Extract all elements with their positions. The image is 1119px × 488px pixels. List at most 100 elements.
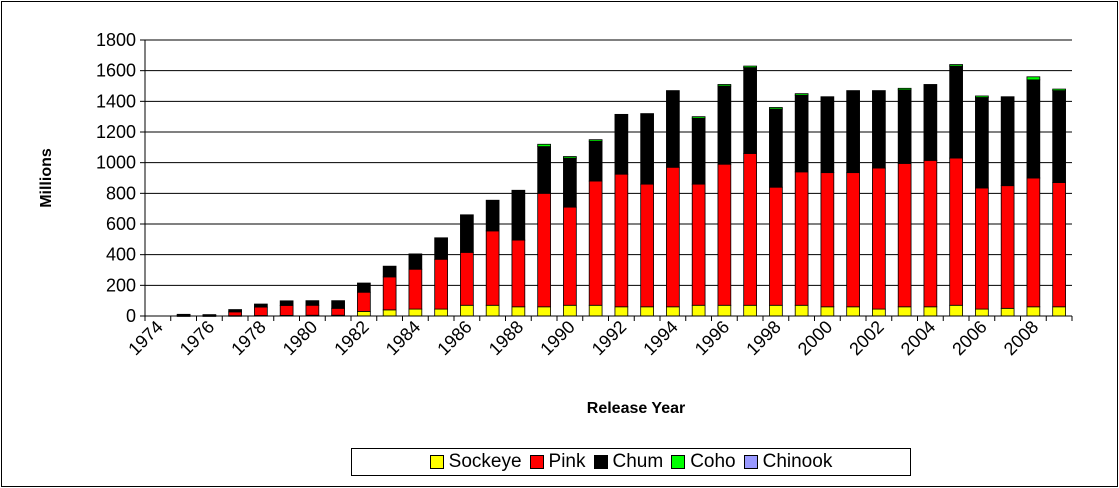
bar-chum-1978 bbox=[254, 303, 268, 308]
bar-pink-2000 bbox=[820, 172, 835, 308]
bar-pink-1987 bbox=[485, 230, 500, 306]
gridlines bbox=[140, 39, 1072, 317]
bar-sockeye-1997 bbox=[743, 304, 757, 317]
bar-chum-1994 bbox=[666, 90, 680, 168]
bar-chum-1998 bbox=[769, 108, 783, 188]
bar-coho-2008 bbox=[1026, 76, 1041, 81]
bar-sockeye-1985 bbox=[434, 308, 448, 317]
bar-pink-1991 bbox=[588, 180, 603, 306]
bar-pink-1985 bbox=[434, 258, 448, 310]
y-tick-label: 1800 bbox=[96, 30, 136, 50]
bar-coho-1995 bbox=[691, 116, 706, 119]
bar-sockeye-1994 bbox=[666, 306, 680, 317]
bar-chum-2003 bbox=[897, 89, 912, 164]
legend-label: Pink bbox=[548, 451, 586, 472]
bar-chum-1988 bbox=[511, 189, 526, 241]
bar-chum-1991 bbox=[588, 140, 603, 182]
bar-coho-1997 bbox=[743, 65, 757, 68]
bar-chum-2009 bbox=[1052, 90, 1066, 183]
bar-pink-1979 bbox=[279, 305, 294, 316]
bar-chum-2006 bbox=[975, 97, 989, 189]
bar-pink-2009 bbox=[1052, 182, 1066, 308]
bar-pink-1978 bbox=[254, 306, 268, 316]
bar-pink-1997 bbox=[743, 153, 757, 306]
x-tick-label: 2002 bbox=[845, 317, 887, 359]
y-tick-label: 400 bbox=[106, 245, 136, 265]
legend-item-chinook: Chinook bbox=[743, 451, 832, 473]
bar-coho-1999 bbox=[794, 93, 809, 96]
bar-chum-1981 bbox=[331, 300, 345, 309]
bar-sockeye-1996 bbox=[717, 304, 732, 317]
y-tick-label: 200 bbox=[106, 275, 136, 295]
bar-pink-1994 bbox=[666, 166, 680, 308]
bar-coho-2005 bbox=[949, 64, 963, 67]
bar-pink-2006 bbox=[975, 187, 989, 310]
bar-pink-2001 bbox=[846, 172, 860, 308]
bar-coho-2009 bbox=[1052, 88, 1066, 91]
bar-pink-2002 bbox=[872, 167, 886, 310]
bar-pink-1996 bbox=[717, 163, 732, 306]
bar-chum-2005 bbox=[949, 65, 963, 159]
x-tick-labels: 1974 1976 1978 1980 1982 1984 1986 1988 1990 1992… bbox=[124, 317, 1042, 359]
bar-sockeye-1993 bbox=[640, 306, 654, 317]
x-tick-label: 1992 bbox=[588, 317, 630, 359]
legend-item-pink: Pink bbox=[529, 451, 586, 473]
bar-chum-2007 bbox=[1000, 96, 1015, 187]
bar-pink-1984 bbox=[408, 268, 423, 310]
legend-label: Chum bbox=[612, 451, 664, 472]
legend-swatch-chum bbox=[593, 455, 608, 469]
bar-sockeye-2002 bbox=[872, 308, 886, 317]
x-tick-label: 1982 bbox=[330, 317, 372, 359]
bar-pink-2008 bbox=[1026, 177, 1041, 308]
bar-coho-2003 bbox=[897, 87, 912, 91]
bar-chum-1997 bbox=[743, 67, 757, 154]
bar-chum-1993 bbox=[640, 113, 654, 185]
bar-chum-2002 bbox=[872, 90, 886, 169]
bar-sockeye-1983 bbox=[382, 309, 397, 317]
y-tick-label: 1000 bbox=[96, 153, 136, 173]
bar-chum-2004 bbox=[923, 84, 938, 161]
x-tick-label: 1996 bbox=[691, 317, 733, 359]
bar-sockeye-2007 bbox=[1000, 307, 1015, 317]
bar-sockeye-1998 bbox=[769, 304, 783, 317]
x-tick-label: 1988 bbox=[485, 317, 527, 359]
bar-sockeye-2000 bbox=[820, 306, 835, 317]
y-tick-label: 1600 bbox=[96, 61, 136, 81]
bar-chum-1980 bbox=[305, 300, 320, 306]
legend-swatch-sockeye bbox=[429, 455, 444, 469]
bar-pink-1986 bbox=[460, 251, 474, 306]
bar-chum-2008 bbox=[1026, 79, 1041, 179]
legend-label: Coho bbox=[690, 451, 736, 472]
bar-coho-1990 bbox=[563, 156, 577, 159]
bar-sockeye-2003 bbox=[897, 306, 912, 317]
x-tick-label: 1976 bbox=[176, 317, 218, 359]
bar-pink-2007 bbox=[1000, 185, 1015, 309]
bar-pink-1993 bbox=[640, 183, 654, 308]
bar-pink-2003 bbox=[897, 163, 912, 308]
bar-sockeye-1990 bbox=[563, 304, 577, 317]
bar-sockeye-1995 bbox=[691, 304, 706, 317]
bar-pink-2005 bbox=[949, 157, 963, 306]
bar-chum-1984 bbox=[408, 253, 423, 270]
bar-coho-1989 bbox=[537, 143, 551, 147]
x-tick-label: 2006 bbox=[948, 317, 990, 359]
bar-chum-1975 bbox=[176, 313, 191, 316]
y-tick-label: 800 bbox=[106, 183, 136, 203]
x-tick-label: 1994 bbox=[639, 317, 681, 359]
legend-swatch-coho bbox=[671, 455, 686, 469]
bar-chum-2000 bbox=[820, 96, 835, 174]
bar-coho-1991 bbox=[588, 139, 603, 142]
axes bbox=[144, 40, 1073, 321]
bar-chum-1986 bbox=[460, 214, 474, 253]
bar-chum-1985 bbox=[434, 237, 448, 260]
bar-sockeye-1984 bbox=[408, 308, 423, 317]
x-tick-label: 1998 bbox=[742, 317, 784, 359]
bar-sockeye-1992 bbox=[614, 306, 629, 317]
y-tick-label: 1200 bbox=[96, 122, 136, 142]
bar-chum-1996 bbox=[717, 85, 732, 165]
x-tick-label: 1978 bbox=[227, 317, 269, 359]
bar-pink-1992 bbox=[614, 173, 629, 308]
bar-chum-1979 bbox=[279, 300, 294, 306]
y-tick-labels: 0 200 400 600 800 1000 1200 1400 1600 1800 bbox=[96, 30, 136, 326]
bar-sockeye-2004 bbox=[923, 306, 938, 317]
